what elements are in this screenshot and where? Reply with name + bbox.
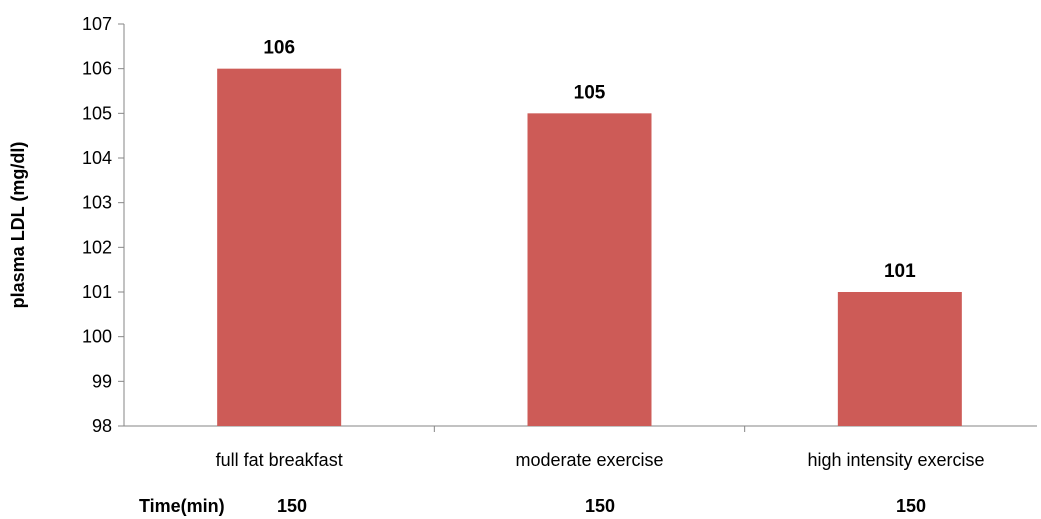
- x-ticks: [433, 426, 746, 432]
- y-tick-label: 99: [92, 371, 112, 391]
- bar: [217, 68, 342, 427]
- y-tick-label: 104: [82, 148, 112, 168]
- time-row-label: Time(min): [139, 496, 225, 516]
- bar-value-label: 105: [574, 82, 606, 103]
- y-tick-label: 107: [82, 14, 112, 34]
- y-axis-title: plasma LDL (mg/dl): [8, 142, 28, 309]
- x-category-label: moderate exercise: [515, 450, 663, 470]
- time-row-value: 150: [896, 496, 926, 516]
- bar-value-label: 101: [884, 261, 916, 282]
- y-tick-label: 101: [82, 282, 112, 302]
- y-ticks: 98 99 100 101 102 103 104 105 106 107: [82, 14, 124, 436]
- y-tick-label: 106: [82, 59, 112, 79]
- x-category-label: full fat breakfast: [216, 450, 343, 470]
- bars: [217, 68, 962, 427]
- bar: [837, 292, 962, 426]
- time-row-value: 150: [277, 496, 307, 516]
- time-row-value: 150: [585, 496, 615, 516]
- y-tick-label: 98: [92, 416, 112, 436]
- x-category-label: high intensity exercise: [807, 450, 984, 470]
- y-tick-label: 105: [82, 103, 112, 123]
- y-tick-label: 100: [82, 327, 112, 347]
- bar: [527, 113, 652, 426]
- time-row: Time(min) 150 150 150: [139, 496, 926, 516]
- bar-value-label: 106: [263, 38, 295, 59]
- y-tick-label: 103: [82, 193, 112, 213]
- category-labels: full fat breakfast moderate exercise high …: [216, 450, 985, 470]
- value-labels: 106 105 101: [263, 38, 916, 282]
- y-tick-label: 102: [82, 237, 112, 257]
